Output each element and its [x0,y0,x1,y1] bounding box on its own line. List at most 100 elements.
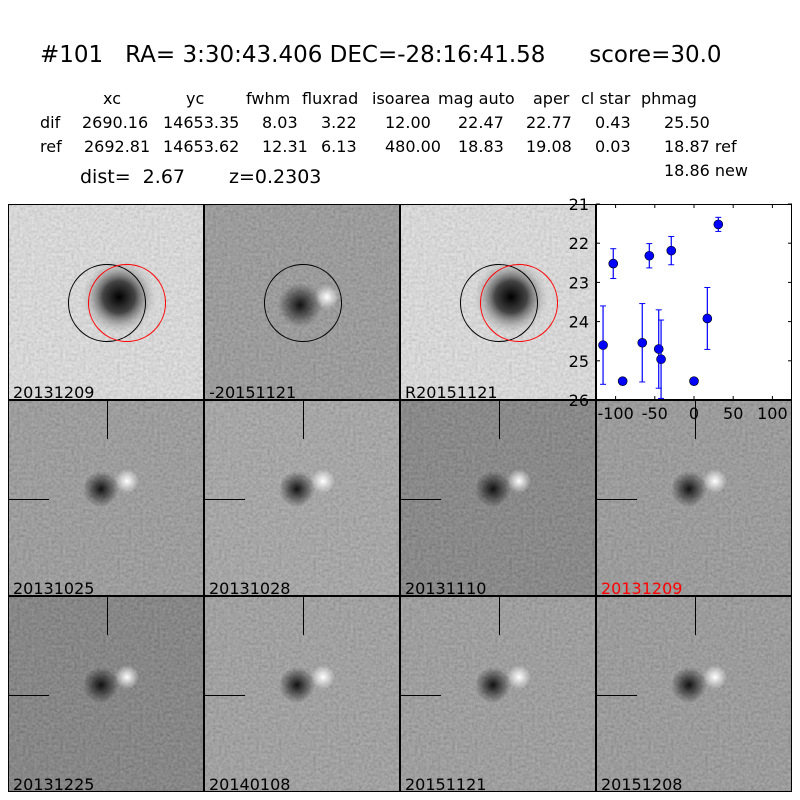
table-cell: 2692.81 [84,137,151,156]
stamp-image [205,597,399,791]
table-cell: 0.43 [595,113,631,132]
stamp-label: 20131028 [209,579,291,596]
table-cell: 25.50 [664,113,710,132]
table-cell: 18.87 ref [664,137,737,156]
stamp-image [9,401,203,595]
table-cell: 14653.35 [163,113,240,132]
crosshair-tick-vertical [303,597,304,635]
table-cell: 0.03 [595,137,631,156]
table-cell: 2690.16 [82,113,149,132]
table-cell: 3.22 [321,113,357,132]
table-cell: 22.77 [526,113,572,132]
col-header-phmag: phmag [641,89,697,108]
row-label-ref: ref [40,137,62,156]
dist-value: dist= 2.67 [80,166,185,188]
table-cell: 12.00 [385,113,431,132]
crosshair-tick-horizontal [9,499,49,500]
y-tick-label: 22 [569,234,589,253]
crosshair-tick-horizontal [205,499,245,500]
redshift-value: z=0.2303 [229,166,322,188]
crosshair-tick-vertical [107,401,108,439]
stamp-label: -20151121 [209,383,297,400]
crosshair-tick-horizontal [205,695,245,696]
table-cell: 6.13 [321,137,357,156]
crosshair-tick-horizontal [597,695,637,696]
stamp-image [401,597,595,791]
stamp-image [401,401,595,595]
epoch-stamp: 20131209 [596,400,792,596]
crosshair-tick-vertical [499,401,500,439]
data-point [653,344,664,354]
black-aperture-circle [264,264,342,342]
table-cell: 19.08 [526,137,572,156]
epoch-stamp: 20151208 [596,596,792,792]
crosshair-tick-vertical [695,597,696,635]
data-point [617,376,628,386]
red-aperture-circle [480,264,558,342]
y-tick-label: 24 [569,313,589,332]
table-cell: 22.47 [458,113,504,132]
x-tick-label: -100 [597,404,633,423]
data-point [666,245,677,256]
col-header-aper: aper [533,89,570,108]
table-cell: 480.00 [385,137,441,156]
epoch-stamp: 20131225 [8,596,204,792]
crosshair-tick-vertical [107,597,108,635]
col-header-xc: xc [103,89,121,108]
stamp-label: R20151121 [405,383,498,400]
data-point [637,337,648,348]
phmag-new: 18.86 new [664,161,748,180]
epoch-stamp: 20131028 [204,400,400,596]
x-tick-label: 100 [757,404,788,423]
crosshair-tick-horizontal [401,499,441,500]
data-point [644,250,655,261]
epoch-stamp: 20131110 [400,400,596,596]
epoch-stamp: 20151121 [400,596,596,792]
x-tick-label: 0 [689,404,699,423]
data-point [689,376,699,386]
crosshair-tick-horizontal [9,695,49,696]
data-point [656,354,666,365]
stamp-label: 20151121 [405,775,487,792]
x-tick-label: -50 [642,404,668,423]
light-curve-plot: -100 -50 0 50 100 21 22 23 24 25 26 [569,195,792,423]
epoch-stamp: 20131025 [8,400,204,596]
y-tick-label: 26 [569,391,589,410]
stamp-label: 20140108 [209,775,291,792]
page-title: #101 RA= 3:30:43.406 DEC=-28:16:41.58 sc… [40,42,722,68]
col-header-yc: yc [186,89,205,108]
reference-stamp: -20151121 [204,204,400,400]
stamp-label: 20151208 [601,775,683,792]
col-header-fluxrad: fluxrad [302,89,359,108]
y-tick-label: 25 [569,352,589,371]
epoch-stamp: 20140108 [204,596,400,792]
data-point [702,313,713,324]
crosshair-tick-horizontal [597,499,637,500]
table-cell: 18.83 [458,137,504,156]
stamp-label: 20131110 [405,579,487,596]
crosshair-tick-vertical [499,597,500,635]
data-point [713,219,724,230]
x-tick-label: 50 [723,404,743,423]
table-cell: 8.03 [262,113,298,132]
col-header-isoarea: isoarea [372,89,431,108]
table-cell: 14653.62 [163,137,240,156]
stamp-image [597,597,791,791]
reference-stamp: 20131209 [8,204,204,400]
stamp-label: 20131225 [13,775,95,792]
table-cell: 12.31 [262,137,308,156]
y-tick-label: 21 [569,195,589,214]
y-tick-label: 23 [569,273,589,292]
col-header-fwhm: fwhm [246,89,291,108]
crosshair-tick-vertical [303,401,304,439]
reference-stamp: R20151121 [400,204,596,400]
stamp-image [205,401,399,595]
data-point [608,258,619,269]
row-label-dif: dif [40,113,61,132]
crosshair-tick-vertical [695,401,696,439]
col-header-cl-star: cl star [581,89,631,108]
stamp-image [9,597,203,791]
stamp-label: 20131025 [13,579,95,596]
data-point [598,340,608,350]
